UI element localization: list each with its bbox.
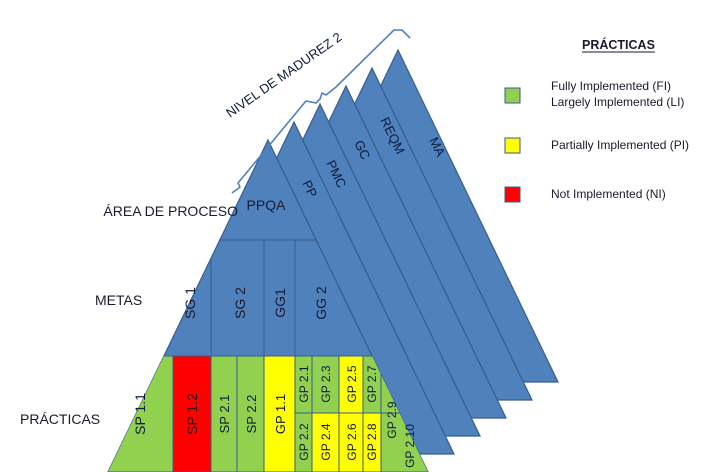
practice-label-sp-2-1: SP 2.1	[217, 395, 232, 434]
legend-label-not: Not Implemented (NI)	[551, 187, 666, 201]
bracket-brace	[231, 29, 411, 194]
row-label-goals: METAS	[95, 292, 142, 308]
goal-gg2: GG 2	[313, 286, 329, 320]
legend-swatch-not	[504, 186, 521, 203]
goal-labels: SG 1 SG 2 GG1 GG 2	[182, 286, 329, 320]
practice-label-gp-2-8: GP 2.8	[365, 423, 379, 460]
practice-label-sp-1-2: SP 1.2	[184, 393, 200, 435]
goal-gg1: GG1	[272, 288, 288, 318]
legend-label-largely: Largely Implemented (LI)	[551, 95, 684, 109]
practice-cell-gp-2-4	[311, 412, 340, 472]
practice-label-gp-2-4: GP 2.4	[319, 423, 333, 460]
bracket-label: NIVEL DE MADUREZ 2	[223, 29, 344, 120]
row-label-practices: PRÁCTICAS	[20, 411, 100, 427]
practice-label-gp-2-10: GP 2.10	[403, 424, 417, 468]
legend-swatch-fully	[504, 87, 521, 104]
goal-sg1: SG 1	[182, 287, 198, 319]
practice-label-sp-2-2: SP 2.2	[244, 395, 259, 434]
legend-swatch-partial	[504, 137, 521, 154]
practice-label-gp-2-7: GP 2.7	[365, 365, 379, 402]
practice-labels: SP 1.1 SP 1.2 SP 2.1 SP 2.2 GP 1.1 GP 2.1 GP 2…	[132, 365, 417, 468]
practice-label-gp-2-6: GP 2.6	[345, 423, 359, 460]
practice-label-gp-2-5: GP 2.5	[345, 365, 359, 402]
row-label-process-area: ÁREA DE PROCESO	[103, 203, 238, 219]
legend-label-partial: Partially Implemented (PI)	[551, 138, 689, 152]
practice-label-gp-2-9: GP 2.9	[385, 401, 399, 438]
goal-sg2: SG 2	[232, 287, 248, 319]
label-ppqa: PPQA	[247, 197, 287, 213]
practice-label-gp-2-2: GP 2.2	[297, 423, 311, 460]
practice-label-sp-1-1: SP 1.1	[132, 393, 148, 435]
practice-cell-gp-1-1	[263, 355, 296, 472]
legend-title: PRÁCTICAS	[582, 37, 655, 52]
legend: PRÁCTICAS Fully Implemented (FI) Largely…	[504, 37, 689, 203]
label-pp: PP	[299, 178, 320, 200]
practice-cell-sp-2-1	[210, 355, 238, 472]
legend-label-fully: Fully Implemented (FI)	[551, 79, 671, 93]
practice-label-gp-1-1: GP 1.1	[273, 394, 288, 434]
practice-label-gp-2-3: GP 2.3	[319, 365, 333, 402]
practice-label-gp-2-1: GP 2.1	[297, 365, 311, 402]
